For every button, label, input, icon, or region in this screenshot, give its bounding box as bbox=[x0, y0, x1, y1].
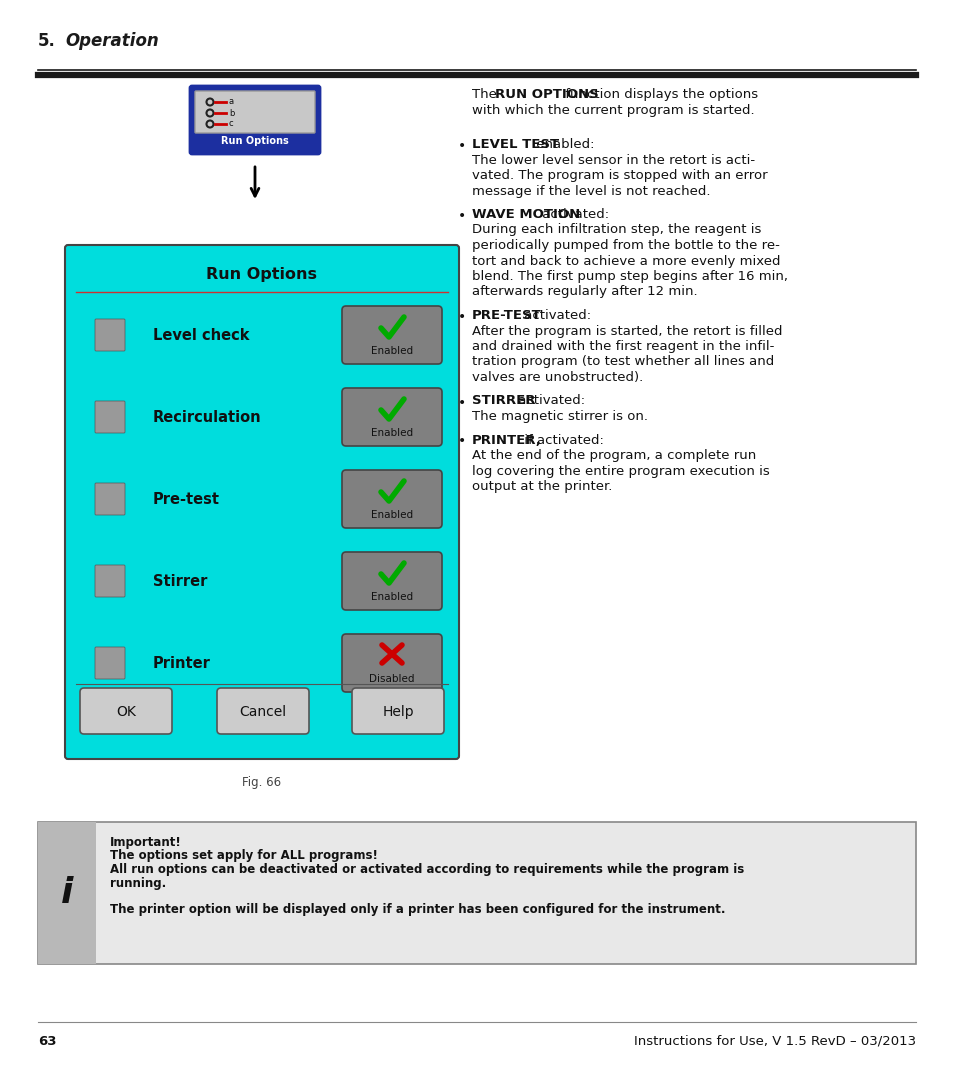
Text: •: • bbox=[457, 434, 466, 448]
Text: PRE-TEST: PRE-TEST bbox=[472, 309, 541, 322]
Text: periodically pumped from the bottle to the re-: periodically pumped from the bottle to t… bbox=[472, 239, 779, 252]
Text: output at the printer.: output at the printer. bbox=[472, 480, 612, 492]
Text: Run Options: Run Options bbox=[206, 267, 317, 282]
Text: Fig. 66: Fig. 66 bbox=[242, 777, 281, 789]
Text: Level check: Level check bbox=[152, 328, 250, 343]
Text: Enabled: Enabled bbox=[371, 346, 413, 356]
FancyBboxPatch shape bbox=[95, 565, 125, 597]
Text: During each infiltration step, the reagent is: During each infiltration step, the reage… bbox=[472, 224, 760, 237]
FancyBboxPatch shape bbox=[190, 86, 319, 154]
Text: The options set apply for ALL programs!: The options set apply for ALL programs! bbox=[110, 850, 377, 863]
Text: RUN OPTIONS: RUN OPTIONS bbox=[495, 87, 598, 102]
Text: log covering the entire program execution is: log covering the entire program executio… bbox=[472, 464, 769, 477]
Text: enabled:: enabled: bbox=[531, 138, 594, 151]
Text: The magnetic stirrer is on.: The magnetic stirrer is on. bbox=[472, 410, 647, 423]
FancyBboxPatch shape bbox=[216, 688, 309, 734]
Text: At the end of the program, a complete run: At the end of the program, a complete ru… bbox=[472, 449, 756, 462]
Text: i: i bbox=[61, 876, 73, 910]
Text: Important!: Important! bbox=[110, 836, 182, 849]
FancyBboxPatch shape bbox=[38, 822, 96, 964]
Text: •: • bbox=[457, 395, 466, 409]
Text: Enabled: Enabled bbox=[371, 510, 413, 519]
FancyBboxPatch shape bbox=[95, 483, 125, 515]
Text: All run options can be deactivated or activated according to requirements while : All run options can be deactivated or ac… bbox=[110, 863, 743, 876]
Text: tration program (to test whether all lines and: tration program (to test whether all lin… bbox=[472, 355, 774, 368]
Text: vated. The program is stopped with an error: vated. The program is stopped with an er… bbox=[472, 168, 767, 183]
Text: if activated:: if activated: bbox=[519, 433, 603, 446]
Text: Enabled: Enabled bbox=[371, 592, 413, 602]
Text: OK: OK bbox=[116, 705, 135, 719]
Text: activated:: activated: bbox=[519, 309, 591, 322]
Text: The: The bbox=[472, 87, 500, 102]
Text: •: • bbox=[457, 310, 466, 324]
Text: activated:: activated: bbox=[514, 394, 584, 407]
Text: LEVEL TEST: LEVEL TEST bbox=[472, 138, 558, 151]
FancyBboxPatch shape bbox=[194, 91, 314, 133]
Text: 63: 63 bbox=[38, 1035, 56, 1048]
Text: function displays the options: function displays the options bbox=[560, 87, 757, 102]
Text: message if the level is not reached.: message if the level is not reached. bbox=[472, 185, 710, 198]
Text: Cancel: Cancel bbox=[239, 705, 286, 719]
Text: running.: running. bbox=[110, 877, 166, 890]
Text: activated:: activated: bbox=[537, 208, 608, 221]
Text: Help: Help bbox=[382, 705, 414, 719]
FancyBboxPatch shape bbox=[341, 306, 441, 364]
FancyBboxPatch shape bbox=[341, 552, 441, 610]
Text: blend. The first pump step begins after 16 min,: blend. The first pump step begins after … bbox=[472, 270, 787, 283]
Text: PRINTER,: PRINTER, bbox=[472, 433, 541, 446]
Text: afterwards regularly after 12 min.: afterwards regularly after 12 min. bbox=[472, 285, 697, 298]
Text: b: b bbox=[229, 108, 234, 118]
FancyBboxPatch shape bbox=[352, 688, 443, 734]
FancyBboxPatch shape bbox=[38, 822, 915, 964]
Text: Stirrer: Stirrer bbox=[152, 575, 207, 590]
FancyBboxPatch shape bbox=[95, 647, 125, 679]
Text: 5.: 5. bbox=[38, 32, 56, 50]
Text: Printer: Printer bbox=[152, 657, 211, 672]
Text: c: c bbox=[229, 120, 233, 129]
Text: WAVE MOTION: WAVE MOTION bbox=[472, 208, 579, 221]
Text: tort and back to achieve a more evenly mixed: tort and back to achieve a more evenly m… bbox=[472, 255, 780, 268]
FancyBboxPatch shape bbox=[341, 388, 441, 446]
Text: The printer option will be displayed only if a printer has been configured for t: The printer option will be displayed onl… bbox=[110, 904, 724, 917]
Text: Operation: Operation bbox=[65, 32, 158, 50]
Text: Disabled: Disabled bbox=[369, 674, 415, 684]
Text: Instructions for Use, V 1.5 RevD – 03/2013: Instructions for Use, V 1.5 RevD – 03/20… bbox=[633, 1035, 915, 1048]
FancyBboxPatch shape bbox=[80, 688, 172, 734]
FancyBboxPatch shape bbox=[95, 319, 125, 351]
Text: The lower level sensor in the retort is acti-: The lower level sensor in the retort is … bbox=[472, 153, 755, 166]
Text: •: • bbox=[457, 210, 466, 222]
FancyBboxPatch shape bbox=[95, 401, 125, 433]
Text: valves are unobstructed).: valves are unobstructed). bbox=[472, 372, 642, 384]
FancyBboxPatch shape bbox=[341, 634, 441, 692]
Text: Run Options: Run Options bbox=[221, 136, 289, 146]
Text: Recirculation: Recirculation bbox=[152, 410, 261, 426]
Text: a: a bbox=[229, 97, 233, 107]
Text: STIRRER: STIRRER bbox=[472, 394, 535, 407]
Text: •: • bbox=[457, 139, 466, 153]
Text: Enabled: Enabled bbox=[371, 428, 413, 438]
Text: and drained with the first reagent in the infil-: and drained with the first reagent in th… bbox=[472, 340, 774, 353]
FancyBboxPatch shape bbox=[65, 245, 458, 759]
Text: Pre-test: Pre-test bbox=[152, 492, 220, 508]
Text: After the program is started, the retort is filled: After the program is started, the retort… bbox=[472, 324, 781, 337]
Text: with which the current program is started.: with which the current program is starte… bbox=[472, 104, 754, 117]
FancyBboxPatch shape bbox=[341, 470, 441, 528]
